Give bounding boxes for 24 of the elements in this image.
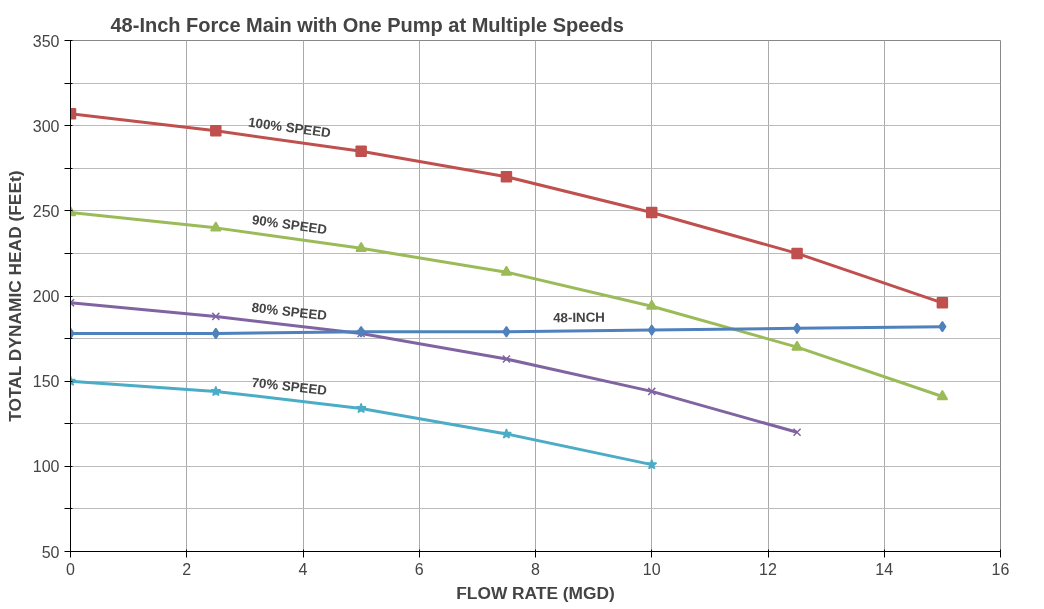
y-axis-title: TOTAL DYNAMIC HEAD (FEEt) [4,170,25,422]
chart-title: 48-Inch Force Main with One Pump at Multiple Speeds [110,13,624,36]
text: 100% SPEED [247,114,332,141]
y-tick-label: 100 [32,458,60,476]
series-label: 48-INCH [553,309,606,326]
text: 90% SPEED [251,212,329,238]
x-tick-label: 14 [875,560,894,578]
y-tick-label: 50 [41,543,60,561]
x-tick-label: 2 [182,560,192,578]
x-tick-label: 12 [759,560,777,578]
y-tick-label: 150 [32,373,60,391]
x-axis-title: FLOW RATE (MGD) [456,582,615,603]
x-tick-label: 16 [991,560,1010,578]
x-tick-label: 0 [66,560,76,578]
y-tick-label: 350 [32,32,60,50]
x-tick-label: 4 [298,560,308,578]
text: 80% SPEED [250,299,329,324]
x-tick-label: 10 [642,560,661,578]
text: 70% SPEED [250,374,329,399]
y-tick-label: 250 [32,202,60,220]
x-tick-label: 8 [531,560,541,578]
y-tick-label: 300 [32,117,60,135]
x-tick-label: 6 [414,560,424,578]
y-tick-label: 200 [32,288,60,305]
